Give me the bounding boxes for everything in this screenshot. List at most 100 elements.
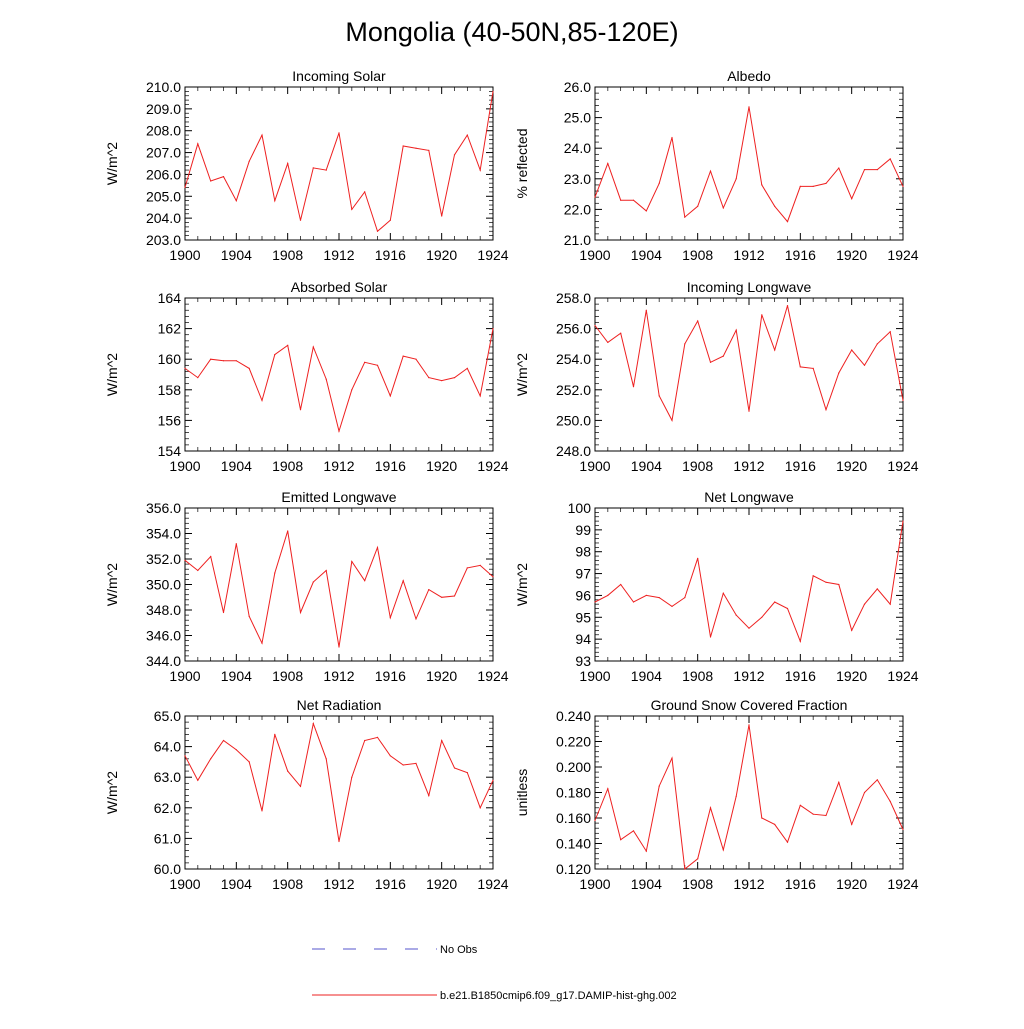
data-point	[748, 106, 750, 108]
data-point	[709, 170, 712, 172]
x-tick-label: 1912	[323, 876, 354, 892]
series-line	[184, 91, 494, 233]
y-tick-label: 26.0	[564, 79, 591, 95]
data-point	[620, 332, 622, 334]
data-point	[876, 588, 878, 590]
y-tick-label: 250.0	[556, 412, 591, 428]
data-point	[338, 430, 340, 432]
data-point	[184, 755, 186, 757]
data-point	[479, 564, 481, 567]
y-tick-label: 0.140	[556, 836, 591, 852]
data-point	[902, 399, 904, 402]
y-axis-label: unitless	[514, 769, 530, 816]
series-line	[184, 530, 494, 648]
x-tick-label: 1904	[631, 668, 662, 684]
data-point	[428, 149, 430, 151]
x-tick-label: 1900	[579, 876, 610, 892]
data-point	[287, 530, 289, 532]
data-point	[774, 349, 776, 351]
legend: No Obs b.e21.B1850cmip6.f09_g17.DAMIP-hi…	[312, 944, 677, 1002]
data-point	[428, 377, 430, 379]
data-point	[709, 636, 712, 638]
legend-obs-label: No Obs	[440, 944, 478, 956]
x-tick-label: 1912	[323, 247, 354, 263]
panel-title: Albedo	[727, 68, 771, 84]
y-tick-label: 254.0	[556, 351, 591, 367]
data-point	[415, 762, 417, 765]
y-tick-label: 348.0	[146, 602, 181, 618]
data-point	[838, 583, 840, 586]
data-point	[197, 569, 199, 572]
x-tick-label: 1912	[323, 668, 354, 684]
data-point	[184, 559, 186, 561]
data-point	[799, 185, 801, 187]
data-point	[184, 186, 186, 189]
panel-1: Incoming Solar 1900 1904 1908 1912 1916 1920 19…	[104, 68, 509, 263]
data-point	[735, 795, 737, 797]
y-axis-label: W/m^2	[514, 563, 530, 606]
data-point	[735, 614, 737, 616]
data-point	[863, 169, 866, 171]
data-point	[441, 215, 443, 217]
data-point	[594, 324, 596, 327]
data-point	[748, 724, 750, 726]
data-point	[876, 169, 878, 171]
panel-3: Absorbed Solar 1900 1904 1908 1912 1916 1920 19…	[104, 279, 509, 474]
x-tick-label: 1908	[682, 668, 713, 684]
y-axis-label: % reflected	[514, 128, 530, 198]
data-point	[697, 205, 699, 207]
data-point	[607, 788, 609, 790]
data-point	[658, 785, 660, 787]
plot-frame	[594, 507, 904, 662]
data-point	[312, 167, 314, 169]
data-point	[889, 158, 891, 160]
x-tick-label: 1924	[887, 247, 918, 263]
data-point	[389, 755, 391, 757]
data-point	[287, 162, 289, 165]
data-point	[287, 344, 289, 346]
y-tick-label: 205.0	[146, 188, 181, 204]
data-point	[774, 205, 776, 207]
data-point	[851, 198, 853, 200]
y-tick-label: 0.220	[556, 734, 591, 750]
data-point	[441, 380, 443, 382]
plot-frame	[184, 715, 494, 870]
x-tick-label: 1916	[375, 458, 406, 474]
data-point	[761, 184, 763, 186]
data-point	[735, 178, 737, 180]
data-point	[261, 399, 263, 402]
data-point	[774, 601, 776, 603]
x-tick-label: 1912	[733, 876, 764, 892]
data-point	[684, 597, 686, 599]
data-point	[248, 367, 250, 369]
data-point	[671, 419, 673, 421]
data-point	[415, 358, 417, 360]
data-point	[825, 814, 827, 817]
data-point	[889, 800, 891, 803]
y-axis-label: W/m^2	[104, 142, 120, 185]
data-point	[671, 605, 673, 608]
x-tick-label: 1912	[733, 668, 764, 684]
y-tick-label: 252.0	[556, 382, 591, 398]
data-point	[466, 134, 468, 136]
x-tick-label: 1916	[375, 876, 406, 892]
data-point	[325, 758, 327, 760]
data-point	[632, 199, 635, 201]
main-title: Mongolia (40-50N,85-120E)	[345, 17, 678, 47]
data-point	[620, 839, 622, 841]
data-point	[274, 354, 276, 356]
y-tick-label: 209.0	[146, 101, 181, 117]
data-point	[722, 355, 724, 357]
y-tick-label: 346.0	[146, 628, 181, 644]
data-point	[697, 320, 699, 322]
data-point	[863, 791, 866, 794]
panels: Incoming Solar 1900 1904 1908 1912 1916 1920 19…	[104, 68, 919, 892]
series-line	[594, 305, 904, 422]
x-tick-label: 1900	[169, 668, 200, 684]
x-tick-label: 1920	[426, 876, 457, 892]
y-tick-label: 95	[575, 609, 591, 625]
data-point	[299, 409, 302, 411]
data-point	[441, 596, 443, 598]
y-tick-label: 354.0	[146, 526, 181, 542]
y-tick-label: 24.0	[564, 140, 591, 156]
